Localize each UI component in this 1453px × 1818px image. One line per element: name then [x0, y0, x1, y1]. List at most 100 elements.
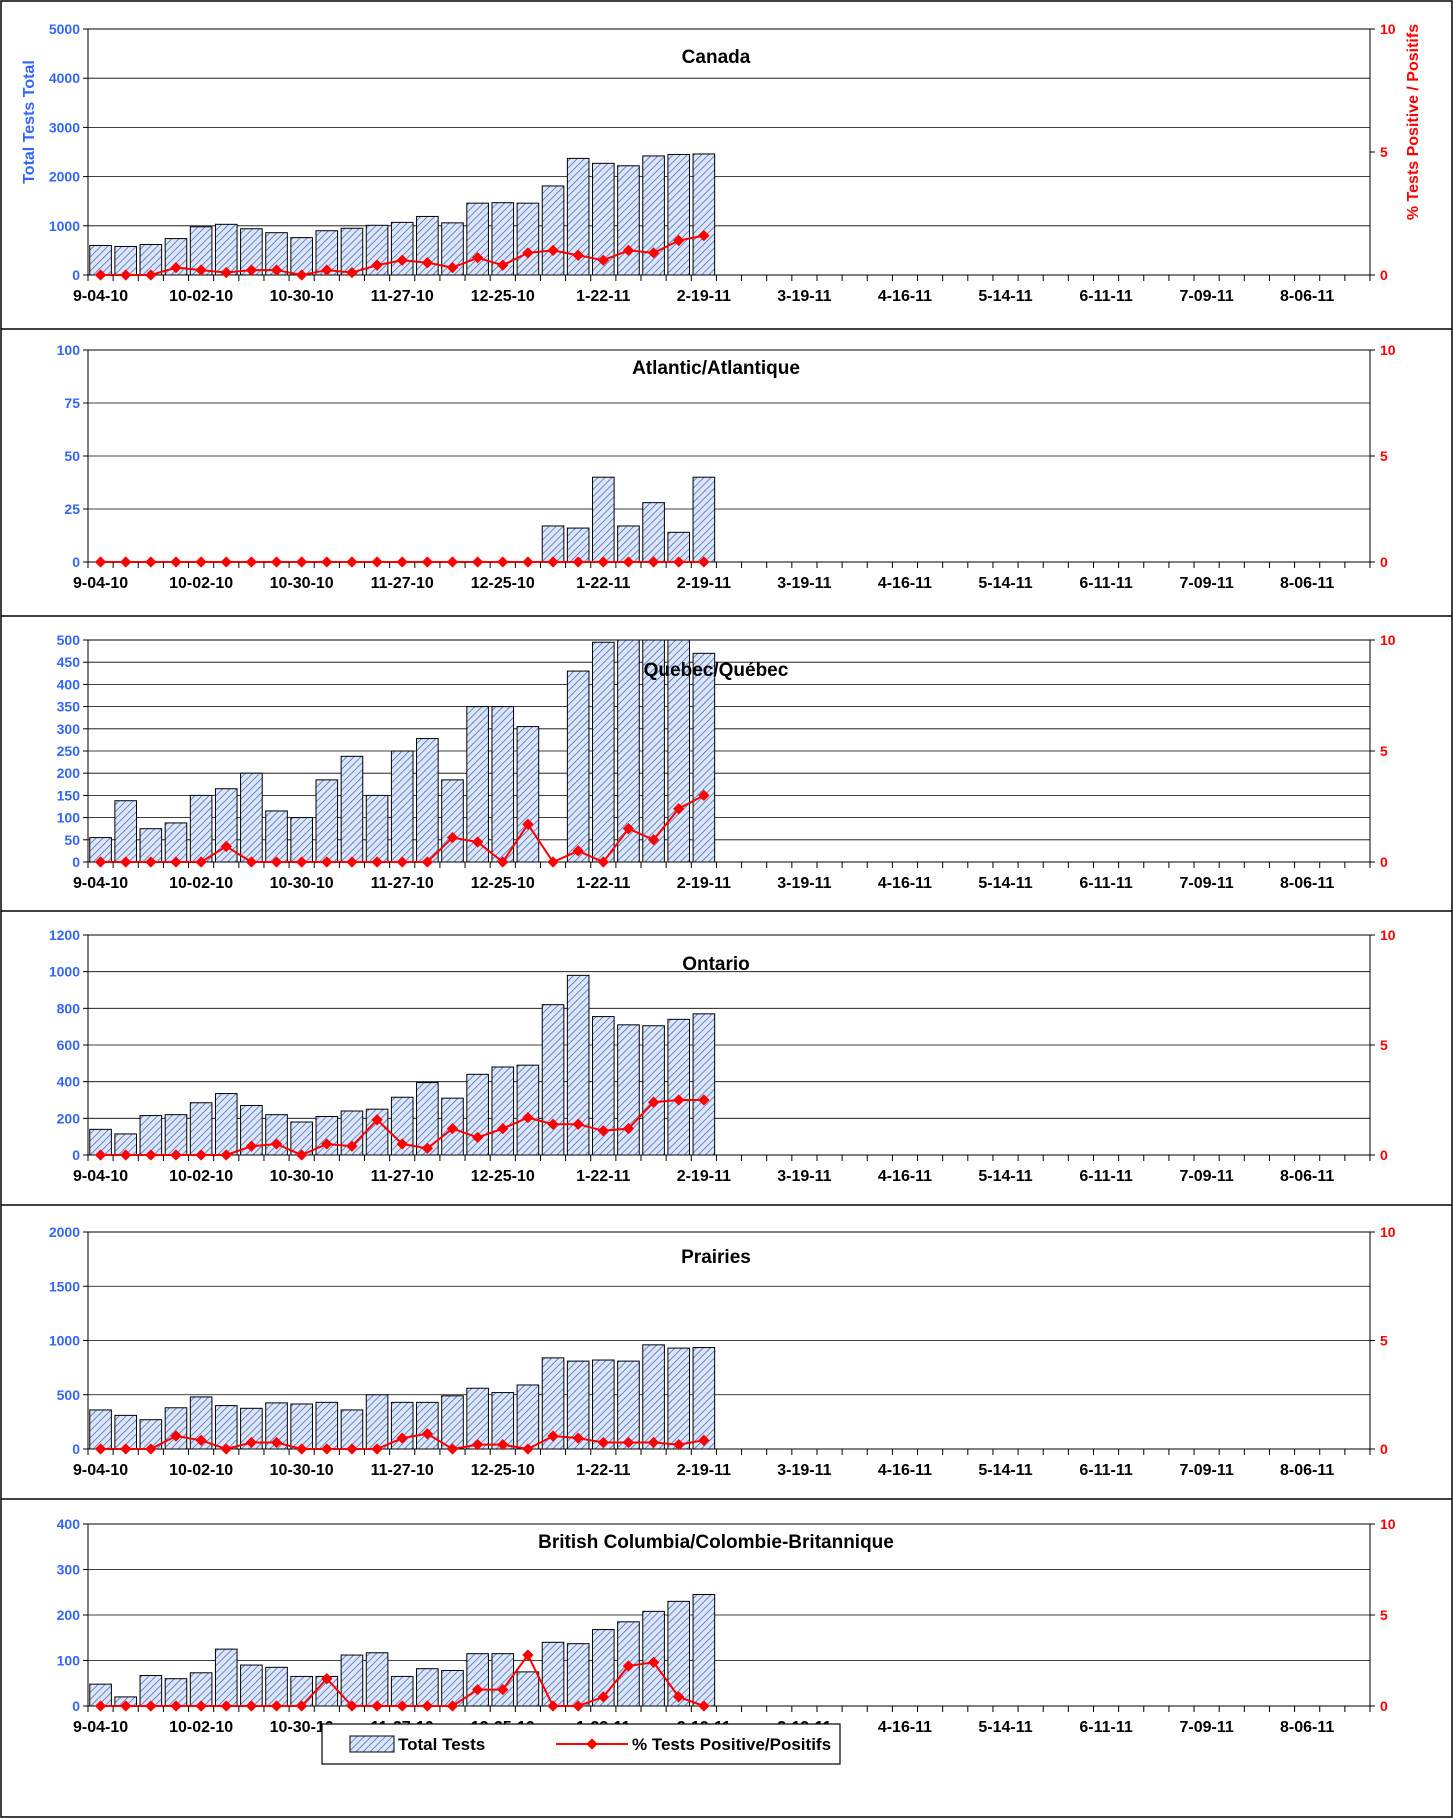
- positive-point: [296, 1149, 308, 1161]
- x-tick-label: 6-11-11: [1079, 1168, 1132, 1185]
- bar: [390, 221, 414, 276]
- positive-point: [170, 261, 182, 274]
- y-tick-label: 200: [57, 1110, 81, 1126]
- x-tick-label: 9-04-10: [73, 1462, 128, 1479]
- bar: [416, 738, 439, 863]
- bar: [642, 1344, 665, 1450]
- x-tick-label: 9-04-10: [73, 1168, 128, 1185]
- positive-point: [220, 1443, 232, 1455]
- positive-point: [497, 1683, 509, 1696]
- bar: [214, 1093, 238, 1156]
- y-tick-label: 200: [57, 1607, 81, 1623]
- positive-point: [245, 1436, 258, 1449]
- positive-point: [446, 1700, 459, 1712]
- y-tick-label: 1000: [49, 218, 80, 234]
- positive-point: [321, 856, 333, 868]
- positive-point: [245, 1140, 258, 1152]
- positive-point: [698, 789, 710, 802]
- bar: [416, 1082, 439, 1156]
- y-tick-label: 500: [57, 632, 81, 648]
- y-tick-label: 0: [72, 267, 80, 283]
- positive-point: [321, 1443, 333, 1455]
- bar: [441, 1395, 464, 1450]
- x-tick-label: 7-09-11: [1179, 575, 1233, 592]
- bar: [592, 1016, 615, 1156]
- bar: [466, 202, 489, 276]
- bar: [491, 706, 515, 863]
- bar: [214, 1648, 238, 1707]
- positive-point: [270, 264, 283, 276]
- positive-point: [698, 229, 710, 242]
- bar: [667, 153, 691, 276]
- y2-tick-label: 10: [1380, 1224, 1396, 1240]
- positive-point: [522, 556, 534, 568]
- positive-point: [673, 234, 685, 247]
- positive-point: [396, 1432, 408, 1444]
- bar: [592, 1359, 615, 1450]
- positive-point: [371, 1700, 383, 1712]
- bar: [466, 706, 489, 863]
- bar: [566, 670, 590, 863]
- y-tick-label: 0: [72, 1441, 80, 1457]
- positive-point: [597, 1691, 609, 1703]
- positive-point: [296, 269, 308, 281]
- bar: [566, 1643, 590, 1707]
- x-tick-label: 11-27-10: [371, 1462, 434, 1479]
- positive-point: [421, 1142, 434, 1155]
- y2-tick-label: 5: [1380, 743, 1388, 759]
- bar: [642, 502, 665, 563]
- y-tick-label: 150: [57, 787, 81, 803]
- positive-point: [120, 1149, 132, 1161]
- y-tick-label: 1000: [49, 1333, 80, 1349]
- positive-point: [195, 1434, 207, 1446]
- positive-point: [622, 1122, 635, 1135]
- bar: [240, 772, 263, 863]
- positive-point: [522, 818, 534, 830]
- x-tick-label: 5-14-11: [978, 1168, 1032, 1185]
- positive-point: [120, 1700, 132, 1712]
- positive-point: [698, 1434, 710, 1446]
- x-tick-label: 1-22-11: [576, 1168, 630, 1185]
- positive-point: [421, 556, 434, 568]
- x-tick-label: 5-14-11: [978, 288, 1032, 305]
- x-tick-label: 9-04-10: [73, 1719, 128, 1736]
- y-tick-label: 50: [64, 448, 80, 464]
- y-tick-label: 0: [72, 1147, 80, 1163]
- x-tick-label: 10-30-10: [270, 575, 334, 592]
- x-tick-label: 9-04-10: [73, 575, 128, 592]
- positive-point: [572, 1432, 584, 1444]
- x-tick-label: 7-09-11: [1179, 288, 1233, 305]
- positive-point: [145, 1443, 157, 1455]
- y-tick-label: 100: [57, 1653, 81, 1669]
- y2-tick-label: 5: [1380, 1037, 1388, 1053]
- x-tick-label: 4-16-11: [878, 1168, 932, 1185]
- y-tick-label: 1000: [49, 964, 80, 980]
- bar: [365, 224, 389, 276]
- positive-point: [522, 1111, 534, 1124]
- bar: [541, 1641, 565, 1707]
- positive-point: [698, 556, 710, 568]
- x-tick-label: 2-19-11: [677, 1462, 731, 1479]
- panel-title: Quebec/Québec: [644, 660, 789, 681]
- x-tick-label: 8-06-11: [1280, 1462, 1334, 1479]
- panel-title: British Columbia/Colombie-Britannique: [538, 1532, 894, 1553]
- bar: [491, 1653, 515, 1707]
- x-tick-label: 2-19-11: [677, 575, 731, 592]
- x-tick-label: 1-22-11: [576, 575, 630, 592]
- bar: [592, 162, 615, 276]
- y2-axis-title: % Tests Positive / Positifs: [1405, 24, 1422, 220]
- bar: [642, 155, 665, 276]
- panel-4: 0 200 400 600 800 1000 1200 0 5 10 9-04-10 10-02-10…: [1, 910, 1452, 1185]
- positive-point: [698, 1094, 710, 1106]
- y-tick-label: 200: [57, 765, 81, 781]
- x-tick-label: 7-09-11: [1179, 1462, 1233, 1479]
- bar: [692, 153, 716, 276]
- y-tick-label: 350: [57, 699, 81, 715]
- legend-line-marker: [586, 1738, 598, 1750]
- positive-point: [371, 556, 383, 568]
- positive-point: [396, 556, 408, 568]
- x-tick-label: 1-22-11: [576, 875, 630, 892]
- positive-point: [371, 856, 383, 868]
- positive-point: [346, 1140, 358, 1152]
- x-tick-label: 10-30-10: [270, 1462, 334, 1479]
